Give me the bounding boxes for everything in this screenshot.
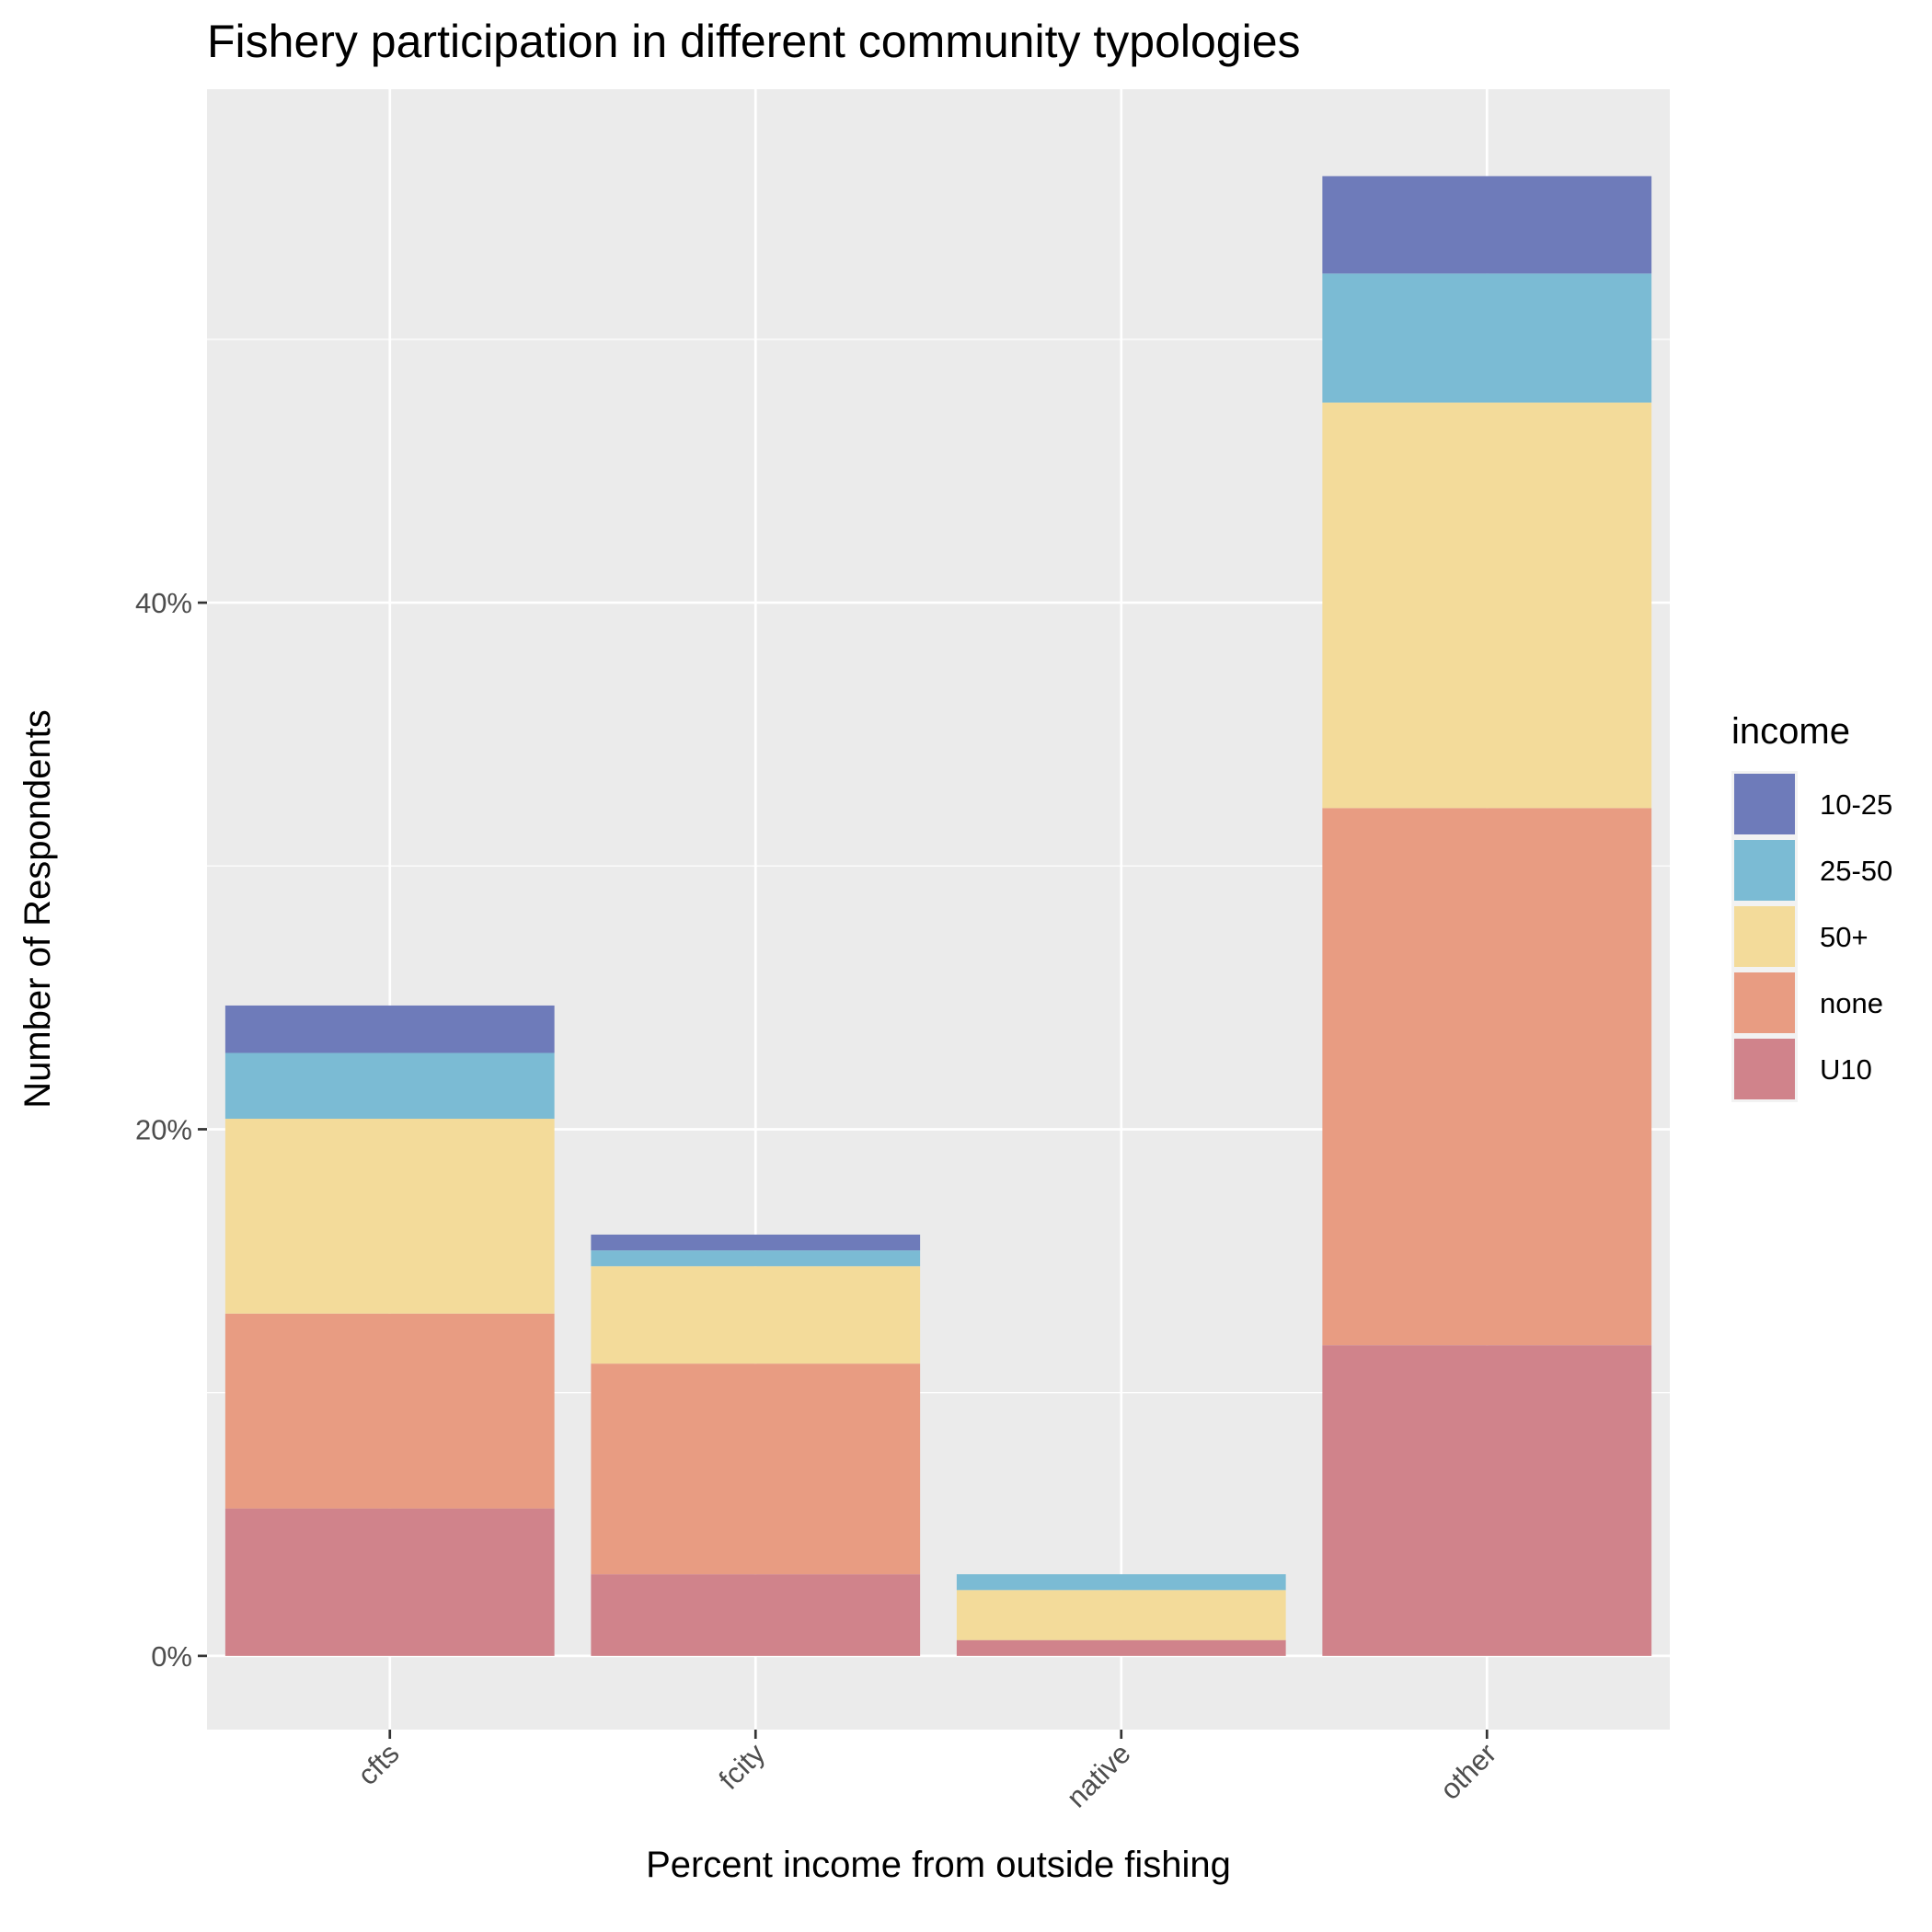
bar-segment-native-U10 (956, 1639, 1286, 1656)
bar-segment-native-50+ (956, 1590, 1286, 1640)
y-tick-label: 20% (135, 1113, 192, 1145)
bar-segment-fcity-U10 (591, 1574, 921, 1656)
bar-segment-cfts-none (224, 1313, 555, 1509)
bar-segment-fcity-none (591, 1363, 921, 1575)
bar-segment-other-none (1322, 808, 1652, 1346)
bar-segment-fcity-25-50 (591, 1250, 921, 1267)
bar-segment-fcity-10-25 (591, 1234, 921, 1251)
bar-segment-native-25-50 (956, 1574, 1286, 1591)
legend: income 10-25 25-50 50+ none U10 (1731, 711, 1892, 1102)
bars (224, 176, 1652, 1656)
bar-segment-other-U10 (1322, 1345, 1652, 1656)
bar-segment-fcity-50+ (591, 1266, 921, 1364)
legend-label: 25-50 (1820, 855, 1892, 887)
bar-segment-other-10-25 (1322, 176, 1652, 274)
legend-label: none (1820, 987, 1883, 1019)
bar-segment-cfts-50+ (224, 1119, 555, 1314)
legend-title: income (1731, 711, 1850, 752)
chart-title: Fishery participation in different commu… (207, 16, 1301, 67)
legend-swatch-25-50 (1734, 840, 1795, 901)
bar-segment-cfts-10-25 (224, 1005, 555, 1053)
legend-swatch-none (1734, 972, 1795, 1033)
legend-label: 50+ (1820, 921, 1869, 953)
bar-segment-other-25-50 (1322, 273, 1652, 403)
legend-label: U10 (1820, 1053, 1872, 1086)
legend-swatch-10-25 (1734, 774, 1795, 834)
legend-label: 10-25 (1820, 788, 1892, 821)
legend-swatch-50+ (1734, 906, 1795, 967)
y-tick-label: 40% (135, 587, 192, 619)
bar-segment-cfts-25-50 (224, 1052, 555, 1120)
y-axis-title: Number of Respondents (17, 709, 58, 1109)
legend-swatch-U10 (1734, 1039, 1795, 1099)
y-axis: 0% 20% 40% (135, 587, 207, 1673)
y-tick-label: 0% (151, 1640, 192, 1673)
x-axis-title: Percent income from outside fishing (646, 1845, 1231, 1885)
bar-segment-other-50+ (1322, 402, 1652, 809)
bar-segment-cfts-U10 (224, 1508, 555, 1656)
